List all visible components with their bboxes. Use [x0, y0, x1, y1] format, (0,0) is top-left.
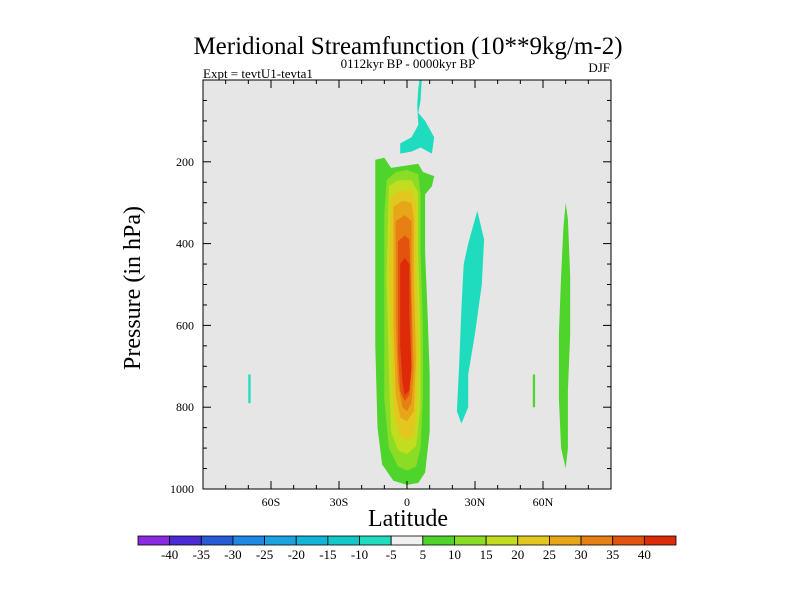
period-label: 0112kyr BP - 0000kyr BP — [341, 56, 476, 71]
season-label: DJF — [588, 60, 610, 75]
colorbar-swatch — [390, 535, 424, 546]
colorbar-swatch — [295, 535, 329, 546]
colorbar-swatch — [200, 535, 234, 546]
colorbar-label: 35 — [606, 547, 619, 562]
colorbar-swatch — [169, 535, 202, 546]
colorbar-label: 15 — [480, 547, 493, 562]
x-tick-label: 60S — [262, 495, 281, 509]
axis-ticks: 60S 30S 0 30N 60N 200 400 600 800 1000 — [170, 79, 612, 509]
colorbar-label: -20 — [288, 547, 305, 562]
x-tick-label: 0 — [404, 495, 410, 509]
contour-nh-cell-30n — [456, 210, 485, 424]
colorbar-swatch — [643, 535, 677, 546]
x-tick-label: 30S — [330, 495, 349, 509]
experiment-label: Expt = tevtU1-tevta1 — [203, 66, 313, 81]
colorbar-label: 25 — [543, 547, 556, 562]
colorbar-label: -15 — [319, 547, 336, 562]
y-axis-label: Pressure (in hPa) — [120, 206, 146, 370]
colorbar-label: -40 — [161, 547, 178, 562]
x-tick-label: 30N — [465, 495, 486, 509]
x-axis-label: Latitude — [368, 506, 448, 532]
contour-strat-cell-top — [400, 80, 435, 154]
colorbar-label: 20 — [511, 547, 524, 562]
contour-green-sliver-55n — [532, 374, 536, 408]
colorbar-label: 10 — [448, 547, 461, 562]
colorbar-label: -5 — [386, 547, 397, 562]
y-tick-label: 800 — [176, 400, 194, 414]
colorbar-swatch — [137, 535, 171, 546]
colorbar-swatch — [485, 535, 519, 546]
contour-regions — [248, 80, 571, 485]
colorbar-swatch — [454, 535, 487, 546]
colorbar-swatch — [327, 535, 360, 546]
colorbar-swatch — [580, 535, 614, 546]
contour-sh-sliver-70s — [248, 374, 251, 404]
colorbar: -40 -35 -30 -25 -20 -15 -10 -5 5 10 15 20 25 30 35 40 — [137, 535, 677, 562]
contour-c40 — [400, 257, 412, 395]
colorbar-swatch — [264, 535, 297, 546]
chart-title: Meridional Streamfunction (10**9kg/m-2) — [193, 33, 622, 60]
colorbar-label: -25 — [256, 547, 273, 562]
x-tick-label: 60N — [533, 495, 554, 509]
colorbar-label: 40 — [638, 547, 651, 562]
colorbar-label: -10 — [351, 547, 368, 562]
contour-green-band-70n — [558, 202, 571, 469]
colorbar-swatch — [359, 535, 392, 546]
y-tick-label: 400 — [176, 237, 194, 251]
colorbar-swatch — [422, 535, 455, 546]
colorbar-swatch — [612, 535, 645, 546]
y-tick-label: 200 — [176, 155, 194, 169]
colorbar-swatch — [517, 535, 550, 546]
colorbar-label: -35 — [193, 547, 210, 562]
colorbar-label: -30 — [224, 547, 241, 562]
colorbar-label: 30 — [575, 547, 588, 562]
y-tick-label: 1000 — [170, 482, 194, 496]
colorbar-swatch — [549, 535, 582, 546]
colorbar-swatch — [232, 535, 265, 546]
colorbar-label: 5 — [420, 547, 427, 562]
y-tick-label: 600 — [176, 318, 194, 332]
